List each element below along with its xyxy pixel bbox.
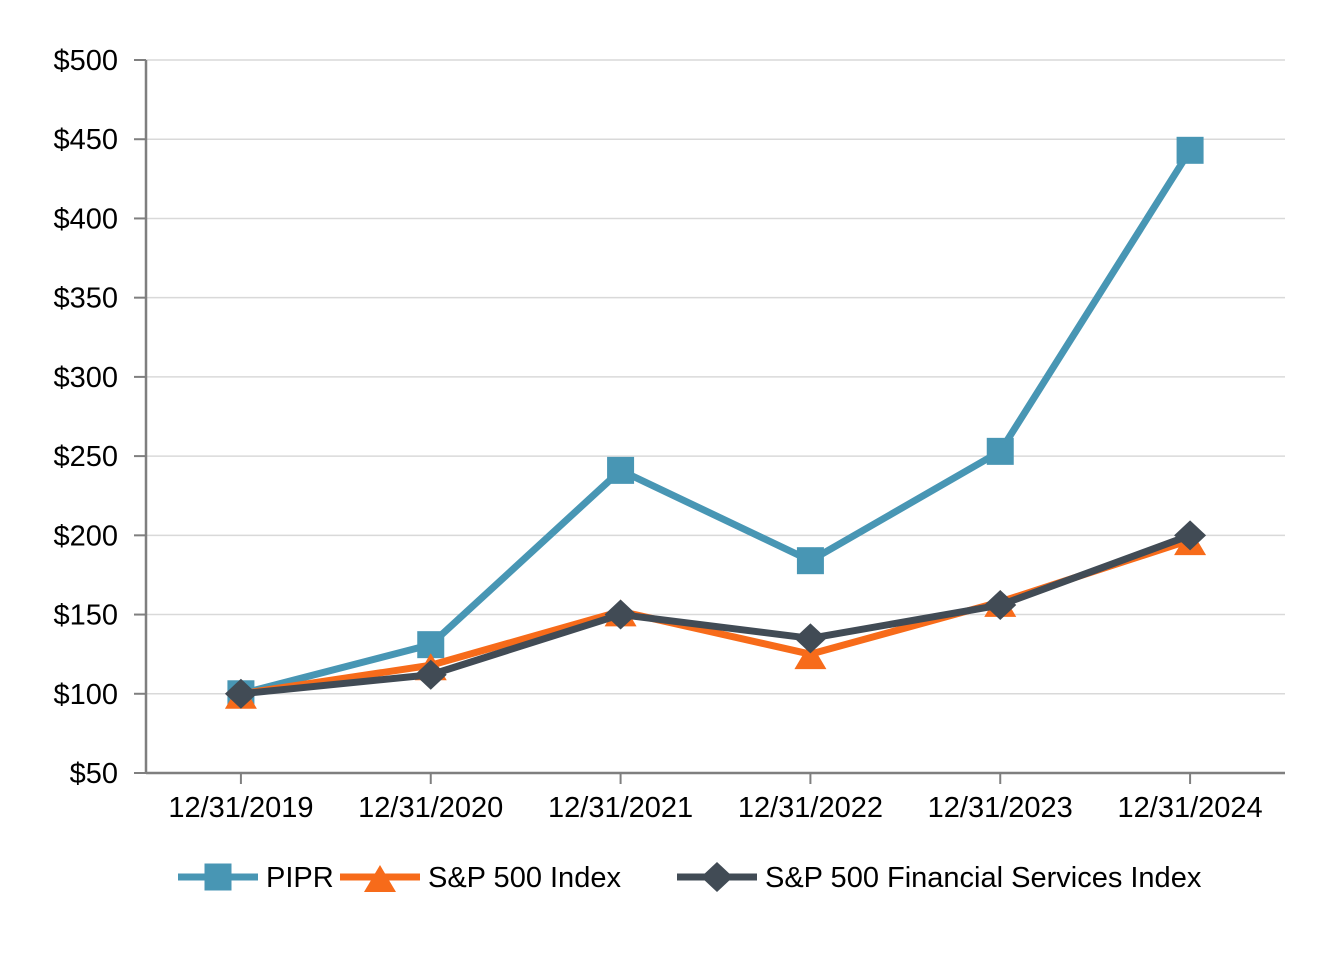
square-marker-pipr-5 <box>1176 136 1204 164</box>
y-axis-label-150: $150 <box>53 600 118 632</box>
legend-triangle-icon-s-p-500-index <box>364 865 396 892</box>
x-axis-label-0: 12/31/2019 <box>168 792 313 824</box>
x-axis-label-1: 12/31/2020 <box>358 792 503 824</box>
square-marker-pipr-4 <box>986 437 1014 465</box>
legend-item-s-p-500-index: S&P 500 Index <box>340 862 621 894</box>
legend-label-s-p-500-index: S&P 500 Index <box>428 862 621 894</box>
series-line-s-p-500-financial-services-index <box>237 531 1194 698</box>
square-marker-pipr-3 <box>796 547 824 575</box>
x-axis-label-4: 12/31/2023 <box>928 792 1073 824</box>
y-axis-label-300: $300 <box>53 362 118 394</box>
diamond-marker-s-p-500-financial-services-index-3 <box>794 623 827 654</box>
triangle-marker-s-p-500-index-3 <box>794 642 827 670</box>
y-axis-label-250: $250 <box>53 441 118 473</box>
series-line-s-p-500-index <box>237 536 1194 698</box>
diamond-marker-s-p-500-financial-services-index-2 <box>604 599 637 630</box>
y-axis-label-200: $200 <box>53 520 118 552</box>
diamond-marker-s-p-500-financial-services-index-0 <box>224 678 257 709</box>
diamond-marker-s-p-500-financial-services-index-5 <box>1174 520 1207 551</box>
square-marker-pipr-2 <box>607 456 635 484</box>
y-axis-label-500: $500 <box>53 45 118 77</box>
legend-diamond-icon-s-p-500-financial-services-index <box>701 862 733 892</box>
x-axis-label-2: 12/31/2021 <box>548 792 693 824</box>
x-axis-label-5: 12/31/2024 <box>1118 792 1263 824</box>
legend-item-s-p-500-financial-services-index: S&P 500 Financial Services Index <box>677 862 1202 894</box>
diamond-marker-s-p-500-financial-services-index-4 <box>984 590 1017 621</box>
y-axis-label-400: $400 <box>53 203 118 235</box>
y-axis-label-350: $350 <box>53 283 118 315</box>
y-axis-label-100: $100 <box>53 679 118 711</box>
y-axis-label-450: $450 <box>53 124 118 156</box>
series-line-pipr <box>237 146 1194 698</box>
x-axis-label-3: 12/31/2022 <box>738 792 883 824</box>
legend-label-pipr: PIPR <box>266 862 334 894</box>
legend-square-icon-pipr <box>204 863 232 891</box>
diamond-marker-s-p-500-financial-services-index-1 <box>414 659 447 690</box>
legend-label-s-p-500-financial-services-index: S&P 500 Financial Services Index <box>765 862 1202 894</box>
y-axis-label-50: $50 <box>70 758 118 790</box>
legend-item-pipr: PIPR <box>178 862 334 894</box>
